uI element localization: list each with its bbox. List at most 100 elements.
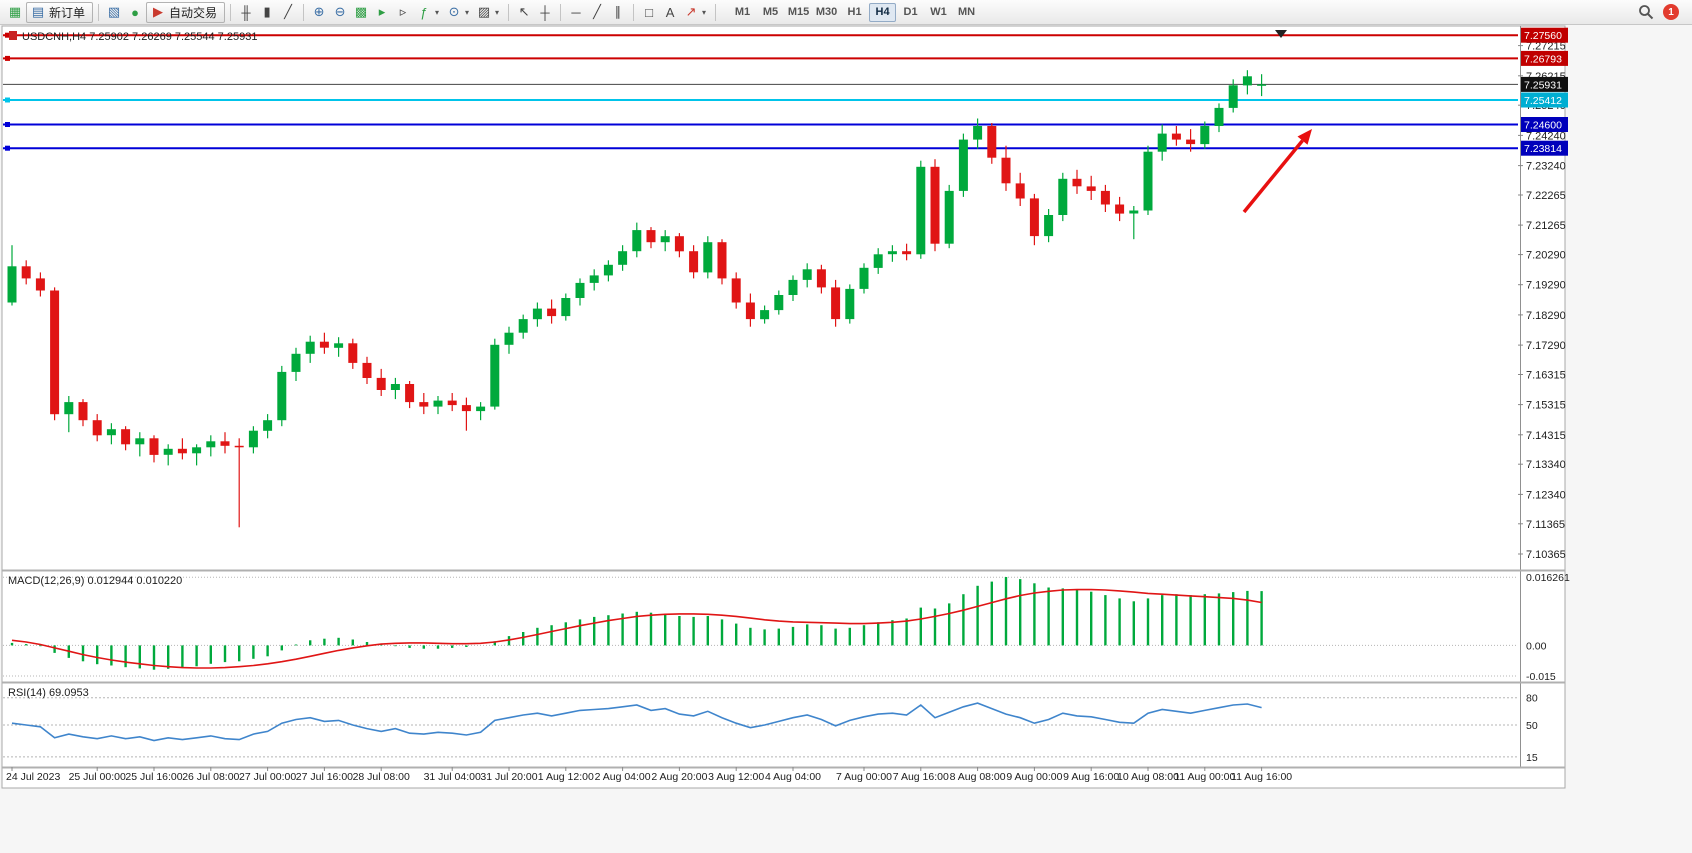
channel-tool-icon[interactable]: ∥	[614, 4, 622, 19]
svg-text:8 Aug 08:00: 8 Aug 08:00	[950, 771, 1006, 783]
horizontal-line-tool-icon[interactable]: ─	[571, 4, 581, 20]
svg-text:26 Jul 08:00: 26 Jul 08:00	[182, 771, 239, 783]
chart-window[interactable]	[1, 25, 1566, 789]
time-axis[interactable]: 24 Jul 2023 25 Jul 00:00 25 Jul 16:00 26 Ju…	[6, 767, 1292, 783]
timeframe-m5[interactable]: M5	[757, 3, 784, 22]
profiles-icon[interactable]: ▧	[107, 4, 121, 19]
line-handle[interactable]	[5, 122, 10, 127]
svg-text:7 Aug 00:00: 7 Aug 00:00	[836, 771, 892, 783]
auto-trading-button[interactable]: ▶ 自动交易	[146, 1, 226, 23]
auto-scroll-icon[interactable]: ▸	[378, 4, 386, 19]
svg-text:2 Aug 20:00: 2 Aug 20:00	[651, 771, 707, 783]
svg-text:7.24240: 7.24240	[1526, 130, 1566, 142]
periods-icon[interactable]: ⊙	[448, 4, 460, 19]
horizontal-line-7.27560[interactable]	[3, 32, 1518, 38]
svg-text:25 Jul 00:00: 25 Jul 00:00	[69, 771, 126, 783]
svg-text:7 Aug 16:00: 7 Aug 16:00	[893, 771, 949, 783]
zoom-in-icon[interactable]: ⊕	[313, 4, 325, 19]
svg-text:7.10365: 7.10365	[1526, 549, 1566, 561]
svg-text:0.016261: 0.016261	[1526, 572, 1570, 584]
timeframe-m1[interactable]: M1	[729, 3, 756, 22]
svg-text:2 Aug 04:00: 2 Aug 04:00	[595, 771, 651, 783]
line-handle[interactable]	[5, 145, 10, 151]
svg-text:7.18290: 7.18290	[1526, 310, 1566, 322]
svg-text:9 Aug 16:00: 9 Aug 16:00	[1063, 771, 1119, 783]
horizontal-line-7.23814[interactable]	[3, 145, 1518, 151]
auto-trading-label: 自动交易	[169, 5, 218, 20]
arrow-tool-caret-icon[interactable]: ▾	[702, 7, 707, 17]
templates-icon[interactable]: ▨	[477, 4, 491, 19]
timeframe-m30[interactable]: M30	[813, 3, 840, 22]
timeframe-h4[interactable]: H4	[869, 2, 897, 22]
svg-text:4 Aug 04:00: 4 Aug 04:00	[765, 771, 821, 783]
shapes-tool-icon[interactable]: □	[645, 4, 653, 20]
timeframe-m15[interactable]: M15	[785, 3, 812, 22]
rsi-panel: 80 50 15 RSI(14) 69.0953	[3, 687, 1538, 764]
candlestick-mode-icon[interactable]: ▮	[263, 4, 271, 19]
cursor-icon[interactable]: ↖	[518, 4, 530, 19]
timeframe-d1[interactable]: D1	[897, 3, 924, 22]
rsi-label: RSI(14) 69.0953	[8, 687, 89, 699]
chart-title: USDCNH,H4 7.25902 7.26269 7.25544 7.2593…	[22, 31, 257, 43]
navigator-icon[interactable]: ●	[131, 4, 139, 20]
tile-windows-icon[interactable]: ▩	[354, 4, 368, 19]
notification-badge[interactable]: 1	[1663, 4, 1679, 20]
svg-text:7.24600: 7.24600	[1524, 120, 1562, 132]
horizontal-line-7.24600[interactable]	[3, 122, 1518, 127]
chart-shift-icon[interactable]: ▹	[399, 4, 407, 19]
trend-arrow[interactable]	[1242, 129, 1312, 214]
price-axis[interactable]: 7.272157.262157.252407.242407.232407.222…	[1518, 26, 1568, 767]
templates-caret-icon[interactable]: ▾	[495, 7, 500, 17]
svg-text:27 Jul 16:00: 27 Jul 16:00	[296, 771, 353, 783]
svg-text:7.19290: 7.19290	[1526, 280, 1566, 292]
chart-shift-marker-icon[interactable]	[1275, 30, 1287, 38]
zoom-out-icon[interactable]: ⊖	[334, 4, 346, 19]
svg-text:7.13340: 7.13340	[1526, 459, 1566, 471]
svg-text:7.27215: 7.27215	[1526, 41, 1566, 53]
price-label-7.24600: 7.24600	[1521, 117, 1568, 132]
svg-text:-0.015: -0.015	[1526, 671, 1556, 683]
horizontal-line-7.26793[interactable]	[3, 55, 1518, 61]
svg-text:25 Jul 16:00: 25 Jul 16:00	[125, 771, 182, 783]
svg-text:7.21265: 7.21265	[1526, 220, 1566, 232]
price-label-7.25931: 7.25931	[1521, 76, 1568, 92]
svg-text:15: 15	[1526, 752, 1538, 764]
timeframe-h1[interactable]: H1	[841, 3, 868, 22]
line-handle[interactable]	[5, 32, 10, 38]
candlestick-series	[7, 70, 1267, 528]
timeframe-group: M1 M5 M15 M30 H1 H4 D1 W1 MN	[729, 2, 980, 22]
trendline-tool-icon[interactable]: ╱	[593, 4, 601, 19]
svg-text:11 Aug 16:00: 11 Aug 16:00	[1231, 771, 1292, 783]
indicators-icon[interactable]: ƒ	[420, 4, 428, 20]
search-icon[interactable]	[1638, 4, 1654, 20]
new-order-button[interactable]: ▤ 新订单	[26, 1, 94, 23]
text-tool-icon[interactable]: A	[665, 4, 675, 20]
svg-text:80: 80	[1526, 693, 1538, 705]
svg-text:1 Aug 12:00: 1 Aug 12:00	[538, 771, 594, 783]
bar-chart-mode-icon[interactable]: ╫	[241, 4, 251, 20]
price-label-7.25412: 7.25412	[1521, 92, 1568, 108]
price-label-7.26793: 7.26793	[1521, 50, 1568, 66]
horizontal-line-7.25412[interactable]	[3, 97, 1518, 103]
new-order-icon: ▤	[31, 4, 45, 19]
periods-caret-icon[interactable]: ▾	[465, 7, 470, 17]
timeframe-mn[interactable]: MN	[953, 3, 980, 22]
chart-title-icon	[9, 31, 17, 40]
svg-text:7.25412: 7.25412	[1524, 95, 1562, 107]
timeframe-w1[interactable]: W1	[925, 3, 952, 22]
arrow-tool-icon[interactable]: ↗	[685, 4, 697, 19]
svg-text:27 Jul 00:00: 27 Jul 00:00	[239, 771, 296, 783]
svg-text:31 Jul 04:00: 31 Jul 04:00	[424, 771, 481, 783]
line-handle[interactable]	[5, 55, 10, 61]
auto-trading-icon: ▶	[153, 4, 164, 19]
new-chart-icon[interactable]: ▦	[8, 4, 22, 19]
crosshair-icon[interactable]: ┼	[540, 4, 550, 20]
svg-text:7.27560: 7.27560	[1524, 30, 1562, 42]
svg-text:24 Jul 2023: 24 Jul 2023	[6, 771, 60, 783]
line-chart-mode-icon[interactable]: ╱	[284, 4, 292, 19]
svg-text:11 Aug 00:00: 11 Aug 00:00	[1174, 771, 1235, 783]
line-handle[interactable]	[5, 97, 10, 103]
indicators-caret-icon[interactable]: ▾	[435, 7, 440, 17]
toolbar: ▦ ▤ 新订单 ▧ ● ▶ 自动交易 ╫ ▮ ╱ ⊕ ⊖ ▩ ▸ ▹ ƒ ▾ ⊙…	[0, 0, 1692, 25]
